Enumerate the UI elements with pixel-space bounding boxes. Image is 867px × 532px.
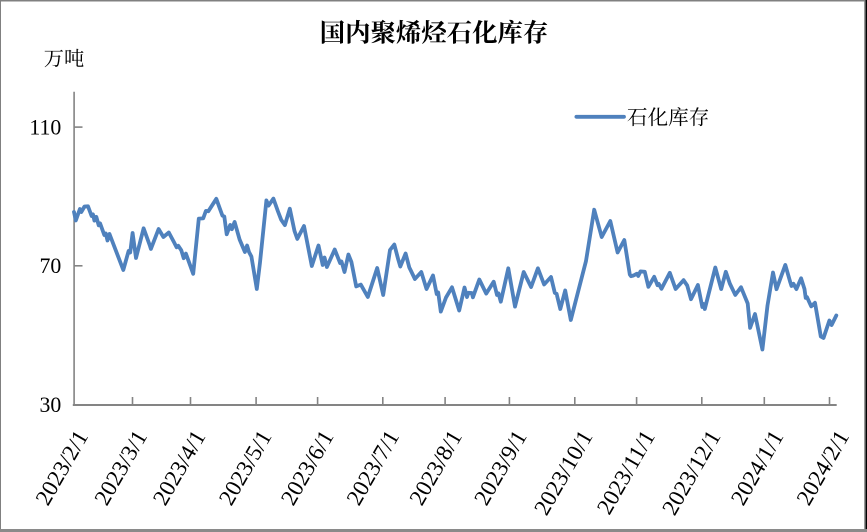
svg-text:70: 70 bbox=[40, 254, 62, 278]
svg-text:110: 110 bbox=[29, 115, 61, 139]
svg-text:30: 30 bbox=[40, 393, 62, 417]
